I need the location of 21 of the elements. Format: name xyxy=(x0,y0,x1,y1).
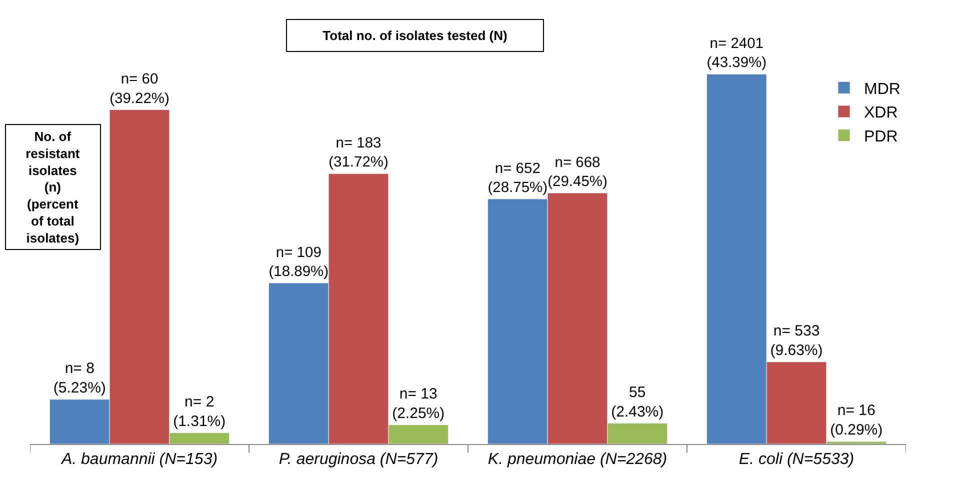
data-label: n= 183 (31.72%) xyxy=(328,136,388,171)
data-label: n= 2401 (43.39%) xyxy=(706,36,767,72)
x-tick-label: A. baumannii (N=153) xyxy=(60,451,218,468)
legend-label: PDR xyxy=(864,128,898,146)
legend-label: XDR xyxy=(864,104,898,122)
legend-label: MDR xyxy=(864,80,900,98)
x-tick-label: E. coli (N=5533) xyxy=(738,451,854,468)
data-label: n= 16 (0.29%) xyxy=(830,402,883,439)
data-label: n= 60 (39.22%) xyxy=(110,72,170,107)
text: Total no. of isolates tested (N) xyxy=(322,28,508,43)
data-label: n= 533 (9.63%) xyxy=(770,322,823,359)
data-label: n= 652 (28.75%) xyxy=(488,160,548,196)
annotation: No. of resistant isolates (n) (percent of total isolates) xyxy=(26,129,80,246)
x-tick-label: K. pneumoniae (N=2268) xyxy=(488,451,668,468)
data-label: 55 (2.43%) xyxy=(611,384,664,420)
x-tick-label: P. aeruginosa (N=577) xyxy=(278,451,438,468)
data-label: n= 109 (18.89%) xyxy=(268,244,329,280)
data-label: n= 8 (5.23%) xyxy=(53,360,106,396)
data-label: n= 13 (2.25%) xyxy=(392,385,445,422)
data-label: n= 668 (29.45%) xyxy=(548,154,608,190)
data-label: n= 2 (1.31%) xyxy=(173,393,226,430)
